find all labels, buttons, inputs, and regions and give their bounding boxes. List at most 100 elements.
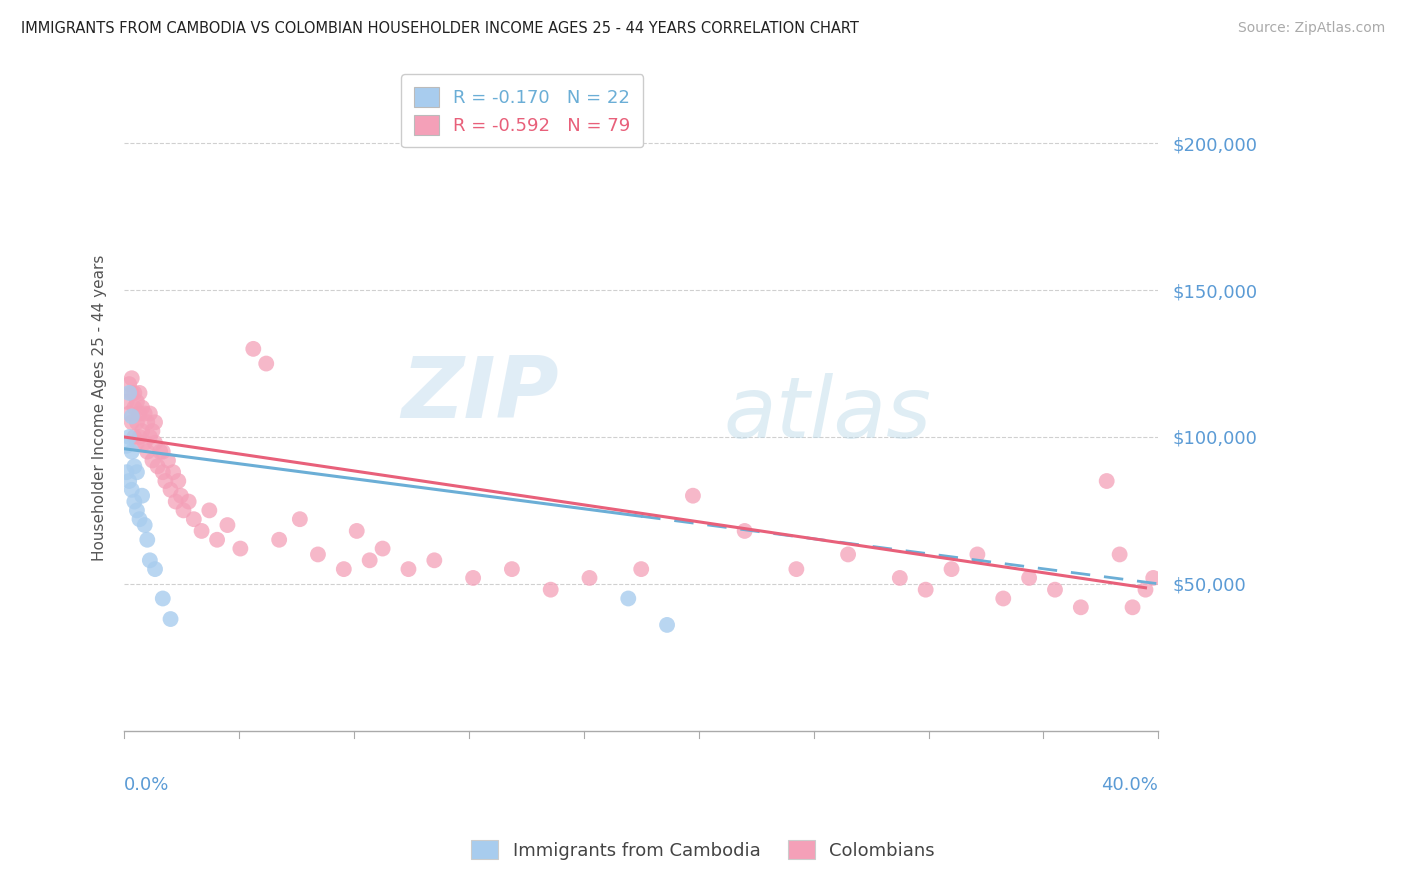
Point [141,424,163,438]
Point [165,494,187,508]
Point [136,533,159,547]
Point [128,407,150,421]
Point [118,385,141,400]
Text: 40.0%: 40.0% [1101,776,1159,794]
Point [254,357,277,371]
Point [461,571,484,585]
Legend: R = -0.170   N = 22, R = -0.592   N = 79: R = -0.170 N = 22, R = -0.592 N = 79 [401,74,644,147]
Point [162,465,184,479]
Point [125,415,148,429]
Point [190,524,212,538]
Point [121,371,143,385]
Point [630,562,652,576]
Point [128,385,150,400]
Point [288,512,311,526]
Point [398,562,420,576]
Point [785,562,807,576]
Point [141,453,163,467]
Point [1142,571,1164,585]
Text: atlas: atlas [724,373,932,456]
Point [993,591,1015,606]
Point [118,430,141,444]
Point [124,385,146,400]
Point [371,541,394,556]
Point [198,503,221,517]
Point [125,503,148,517]
Point [121,385,143,400]
Point [167,474,190,488]
Point [889,571,911,585]
Point [172,503,194,517]
Point [359,553,381,567]
Point [125,435,148,450]
Point [134,435,156,450]
Point [307,548,329,562]
Point [134,407,156,421]
Point [152,444,174,458]
Point [156,453,179,467]
Point [578,571,600,585]
Point [143,562,166,576]
Point [242,342,264,356]
Point [121,409,143,424]
Point [118,474,141,488]
Point [152,465,174,479]
Point [136,444,159,458]
Point [136,415,159,429]
Point [118,407,141,421]
Point [139,430,162,444]
Point [540,582,562,597]
Point [124,494,146,508]
Point [183,512,205,526]
Point [682,489,704,503]
Point [966,548,988,562]
Y-axis label: Householder Income Ages 25 - 44 years: Householder Income Ages 25 - 44 years [93,254,107,561]
Point [1018,571,1040,585]
Point [139,553,162,567]
Point [131,489,153,503]
Point [149,444,172,458]
Point [146,459,169,474]
Point [617,591,640,606]
Point [1122,600,1144,615]
Point [333,562,356,576]
Point [1108,548,1130,562]
Point [170,489,193,503]
Point [177,494,200,508]
Point [217,518,239,533]
Point [837,548,859,562]
Point [734,524,756,538]
Point [131,401,153,415]
Point [159,483,181,497]
Point [121,415,143,429]
Point [124,430,146,444]
Point [941,562,963,576]
Point [128,512,150,526]
Point [118,377,141,392]
Point [131,424,153,438]
Legend: Immigrants from Cambodia, Colombians: Immigrants from Cambodia, Colombians [464,832,942,867]
Text: Source: ZipAtlas.com: Source: ZipAtlas.com [1237,21,1385,35]
Text: 0.0%: 0.0% [124,776,169,794]
Point [134,518,156,533]
Point [1070,600,1092,615]
Point [128,430,150,444]
Text: ZIP: ZIP [401,353,558,436]
Point [1095,474,1118,488]
Point [155,474,177,488]
Point [205,533,228,547]
Point [143,415,166,429]
Point [139,407,162,421]
Point [143,435,166,450]
Point [115,394,138,409]
Point [423,553,446,567]
Text: IMMIGRANTS FROM CAMBODIA VS COLOMBIAN HOUSEHOLDER INCOME AGES 25 - 44 YEARS CORR: IMMIGRANTS FROM CAMBODIA VS COLOMBIAN HO… [21,21,859,36]
Point [124,401,146,415]
Point [914,582,936,597]
Point [115,439,138,453]
Point [655,618,678,632]
Point [346,524,368,538]
Point [1135,582,1157,597]
Point [121,483,143,497]
Point [269,533,291,547]
